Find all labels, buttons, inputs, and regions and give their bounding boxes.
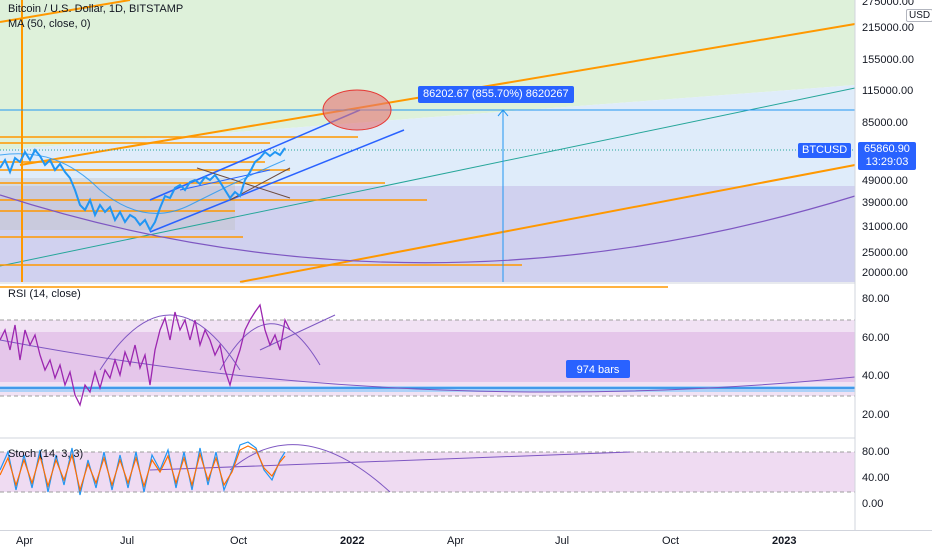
price-axis-tick: 115000.00 <box>862 85 914 97</box>
stoch-axis-tick: 40.00 <box>862 472 890 484</box>
price-axis-tick: 31000.00 <box>862 221 908 233</box>
orange-lower-channel <box>239 164 856 283</box>
stoch-axis-tick: 0.00 <box>862 498 884 510</box>
bar-countdown: 13:29:03 <box>865 156 909 168</box>
price-axis-tick: 25000.00 <box>862 247 908 259</box>
symbol-tag: BTCUSD <box>798 143 852 158</box>
time-axis-label: Jul <box>120 535 135 547</box>
rsi-background-band <box>0 320 855 396</box>
currency-label[interactable]: USD <box>906 9 932 22</box>
rsi-trend <box>259 314 336 351</box>
price-axis-tick: 39000.00 <box>862 197 908 209</box>
stoch-k-line <box>0 441 286 496</box>
last-price-value: 65860.90 <box>864 143 910 155</box>
price-axis[interactable] <box>854 0 932 530</box>
rsi-line <box>0 303 291 407</box>
rsi-inner-band <box>0 332 855 382</box>
rsi-bars-label: 974 bars <box>577 364 620 376</box>
rsi-axis-tick: 60.00 <box>862 332 890 344</box>
rsi-axis-tick: 40.00 <box>862 370 890 382</box>
price-axis-tick: 49000.00 <box>862 175 908 187</box>
time-axis-label: 2023 <box>772 535 797 547</box>
green-zone <box>0 0 855 150</box>
ma-legend: MA (50, close, 0) <box>8 18 91 30</box>
rsi-arc-b <box>219 323 321 371</box>
ma-line <box>0 153 286 214</box>
purple-arc <box>0 194 856 264</box>
price-axis-tick: 85000.00 <box>862 117 908 129</box>
blue-channel-lower <box>149 129 405 233</box>
price-axis-tick: 275000.00 <box>862 0 914 8</box>
time-axis-label: 2022 <box>340 535 365 547</box>
time-axis-label: Apr <box>447 535 465 547</box>
price-pane[interactable] <box>0 0 856 288</box>
stoch-legend: Stoch (14, 3, 3) <box>8 448 84 460</box>
blue-channel-upper <box>149 109 361 201</box>
rsi-bars-badge <box>566 360 630 378</box>
time-axis-label: Jul <box>555 535 570 547</box>
cross-line-c <box>179 169 271 191</box>
stoch-trend <box>149 451 631 471</box>
stoch-arc-a <box>229 444 391 493</box>
rsi-arc-a <box>99 314 241 371</box>
time-axis-label: Oct <box>662 535 680 547</box>
stoch-d-line <box>0 445 286 493</box>
price-axis-tick: 20000.00 <box>862 267 908 279</box>
time-axis[interactable]: Apr Jul Oct 2022 Apr Jul Oct 2023 <box>0 530 932 551</box>
time-axis-label: Apr <box>16 535 34 547</box>
stoch-pane[interactable] <box>0 441 855 496</box>
price-line <box>0 147 286 233</box>
time-axis-label: Oct <box>230 535 248 547</box>
price-axis-bg <box>855 0 932 530</box>
rsi-axis-tick: 20.00 <box>862 409 890 421</box>
price-axis-tick: 155000.00 <box>862 54 914 66</box>
symbol-title: Bitcoin / U.S. Dollar, 1D, BITSTAMP <box>8 3 184 15</box>
price-axis-tick: 215000.00 <box>862 22 914 34</box>
rsi-arc-large <box>0 339 856 393</box>
rsi-legend: RSI (14, close) <box>8 288 81 300</box>
lavender-rect <box>0 186 855 282</box>
rsi-pane[interactable]: 974 bars <box>0 303 856 407</box>
measure-arrowhead <box>497 109 509 117</box>
rsi-axis-tick: 80.00 <box>862 293 890 305</box>
last-price-tag: 65860.90 13:29:03 <box>858 142 916 170</box>
target-ellipse[interactable] <box>322 89 392 131</box>
stoch-axis-tick: 80.00 <box>862 446 890 458</box>
measure-label: 86202.67 (855.70%) 8620267 <box>418 86 574 103</box>
